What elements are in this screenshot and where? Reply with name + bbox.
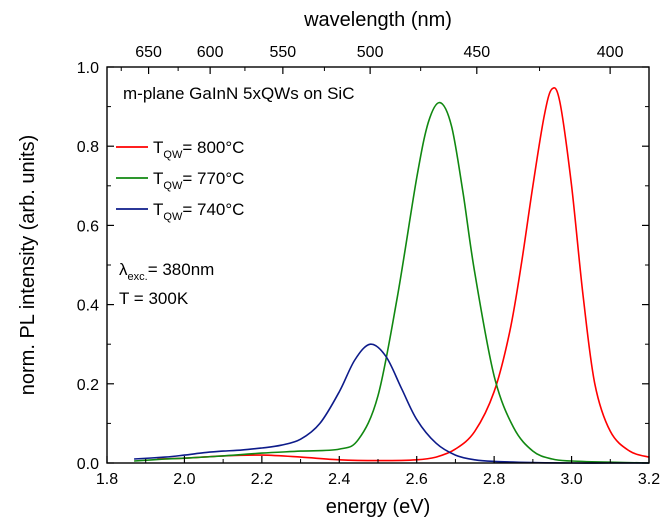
y-tick-label: 0.8 [77, 139, 99, 156]
top-tick-label: 450 [463, 44, 490, 61]
top-axis-title: wavelength (nm) [303, 9, 452, 31]
y-tick-label: 0.2 [77, 377, 99, 394]
x-tick-label: 2.6 [406, 471, 428, 488]
sample-title: m-plane GaInN 5xQWs on SiC [123, 84, 354, 103]
legend-label-1: TQW= 800°C [153, 138, 244, 161]
excitation-wavelength-label: λexc.= 380nm [119, 260, 214, 283]
y-tick-label: 1.0 [77, 60, 99, 77]
top-tick-label: 500 [357, 44, 384, 61]
top-tick-label: 650 [135, 44, 162, 61]
series-line-1 [157, 87, 650, 462]
y-tick-label: 0.6 [77, 218, 99, 235]
x-tick-label: 2.8 [483, 471, 505, 488]
x-tick-label: 1.8 [96, 471, 118, 488]
temperature-label: T = 300K [119, 289, 189, 308]
legend-label-3: TQW= 740°C [153, 200, 244, 223]
lambda-value: = 380nm [148, 260, 215, 279]
x-tick-label: 2.2 [251, 471, 273, 488]
y-axis-title: norm. PL intensity (arb. units) [17, 135, 39, 395]
legend-label-2: TQW= 770°C [153, 169, 244, 192]
lambda-symbol: λ [119, 260, 128, 279]
x-tick-label: 2.4 [328, 471, 350, 488]
top-tick-label: 550 [270, 44, 297, 61]
lambda-subscript: exc. [128, 271, 148, 283]
series-line-3 [134, 343, 649, 464]
x-tick-label: 3.0 [560, 471, 582, 488]
legend: TQW= 800°C TQW= 770°C TQW= 740°C [116, 138, 244, 223]
x-axis-title: energy (eV) [326, 496, 431, 518]
y-tick-label: 0.4 [77, 298, 99, 315]
series-line-2 [134, 101, 650, 464]
top-tick-label: 600 [197, 44, 224, 61]
top-tick-label: 400 [597, 44, 624, 61]
y-tick-label: 0.0 [77, 456, 99, 473]
series-group [134, 87, 650, 464]
x-tick-label: 3.2 [638, 471, 660, 488]
tick-group: 1.8 2.0 2.2 2.4 2.6 2.8 3.0 3.2 0.0 0.2 0.4 0.6 0.8 1… [77, 44, 660, 488]
x-tick-label: 2.0 [173, 471, 195, 488]
